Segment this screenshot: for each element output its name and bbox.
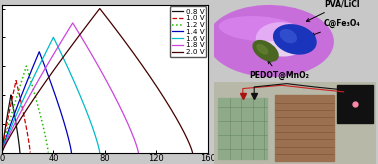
1.6 V [8, 128, 12, 130]
1.2 V [46, 152, 51, 154]
1.8 V [95, 63, 99, 65]
1.6 V [0, 152, 4, 154]
Text: PEDOT@MnO₂: PEDOT@MnO₂ [249, 61, 309, 80]
Text: PVA/LiCl: PVA/LiCl [307, 0, 359, 21]
0.8 V [12, 112, 17, 114]
1.4 V [48, 79, 52, 81]
2.0 V [0, 152, 4, 154]
Bar [337, 85, 373, 123]
0.8 V [1, 140, 6, 142]
1.4 V [51, 87, 55, 89]
1.0 V [28, 152, 33, 154]
1.6 V [67, 69, 71, 71]
1.2 V [41, 127, 46, 129]
0.8 V [14, 125, 19, 127]
0.8 V [9, 94, 13, 96]
1.8 V [136, 152, 141, 154]
1.4 V [49, 83, 54, 85]
1.4 V [37, 51, 42, 53]
Line: 2.0 V: 2.0 V [2, 9, 192, 153]
1.0 V [2, 137, 6, 139]
1.6 V [80, 99, 84, 101]
1.0 V [25, 131, 29, 133]
0.8 V [0, 152, 4, 154]
1.6 V [51, 36, 56, 38]
1.4 V [57, 105, 61, 107]
1.0 V [19, 100, 23, 102]
1.0 V [20, 105, 24, 107]
2.0 V [190, 152, 195, 154]
1.2 V [0, 152, 4, 154]
0.8 V [12, 110, 16, 112]
2.0 V [15, 122, 20, 124]
1.6 V [68, 73, 73, 75]
1.0 V [19, 102, 23, 104]
2.0 V [136, 60, 141, 62]
2.0 V [155, 86, 159, 88]
1.8 V [0, 152, 4, 154]
Ellipse shape [253, 40, 279, 62]
Bar [218, 98, 267, 159]
1.2 V [33, 96, 38, 98]
Line: 1.6 V: 1.6 V [2, 37, 100, 153]
1.2 V [24, 65, 29, 67]
Ellipse shape [256, 22, 308, 57]
2.0 V [98, 8, 102, 10]
1.0 V [14, 80, 18, 82]
0.8 V [18, 152, 22, 154]
2.0 V [128, 48, 133, 50]
1.8 V [70, 22, 75, 24]
Line: 1.8 V: 1.8 V [2, 23, 138, 153]
Line: 1.0 V: 1.0 V [2, 81, 30, 153]
1.2 V [31, 89, 36, 91]
1.8 V [122, 114, 126, 116]
1.0 V [23, 119, 27, 121]
0.8 V [12, 115, 17, 117]
1.8 V [11, 125, 16, 127]
2.0 V [132, 53, 136, 55]
1.6 V [98, 152, 102, 154]
1.2 V [37, 112, 42, 114]
1.8 V [92, 58, 97, 60]
Ellipse shape [256, 44, 268, 55]
Text: C@Fe₃O₄: C@Fe₃O₄ [311, 19, 361, 36]
1.6 V [87, 118, 92, 120]
1.6 V [71, 78, 75, 80]
Ellipse shape [273, 24, 317, 55]
1.4 V [6, 131, 10, 133]
1.4 V [69, 152, 74, 154]
Ellipse shape [219, 16, 299, 41]
1.0 V [0, 152, 4, 154]
2.0 V [170, 110, 174, 112]
Ellipse shape [280, 29, 297, 43]
Line: 0.8 V: 0.8 V [2, 95, 20, 153]
1.2 V [4, 134, 8, 136]
0.8 V [15, 135, 20, 137]
1.8 V [98, 69, 102, 71]
Ellipse shape [207, 5, 334, 77]
1.8 V [111, 92, 115, 94]
Bar [275, 95, 334, 161]
1.4 V [62, 122, 67, 124]
1.2 V [32, 93, 37, 95]
1.4 V [0, 152, 4, 154]
Line: 1.2 V: 1.2 V [2, 66, 48, 153]
Legend: 0.8 V, 1.0 V, 1.2 V, 1.4 V, 1.6 V, 1.8 V, 2.0 V: 0.8 V, 1.0 V, 1.2 V, 1.4 V, 1.6 V, 1.8 V… [170, 6, 206, 57]
Line: 1.4 V: 1.4 V [2, 52, 71, 153]
